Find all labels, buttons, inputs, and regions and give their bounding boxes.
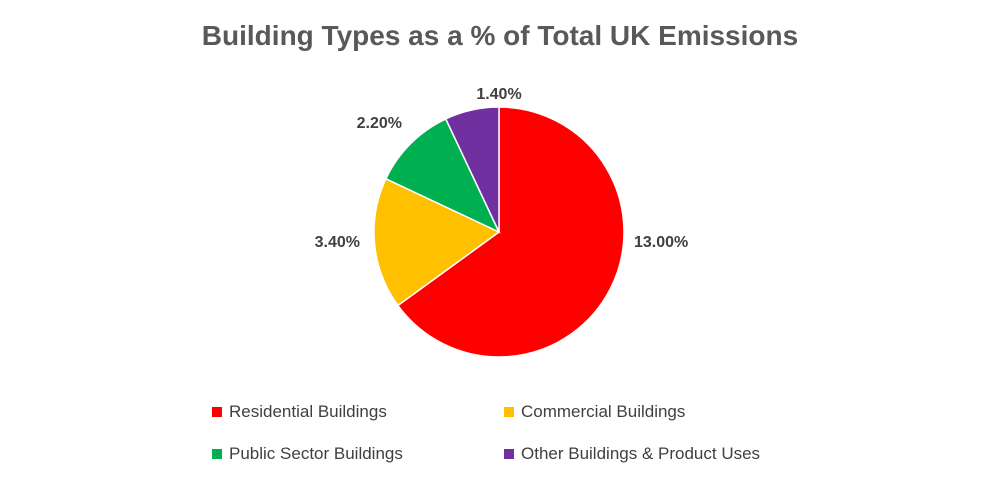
data-label-public-sector: 2.20%	[357, 115, 402, 132]
legend-item-other: Other Buildings & Product Uses	[504, 444, 760, 464]
legend-label-residential: Residential Buildings	[229, 402, 387, 421]
pie-slice-public-sector	[384, 117, 501, 234]
pie-slice-residential	[396, 106, 625, 358]
legend-item-public-sector: Public Sector Buildings	[212, 444, 403, 464]
legend-label-other: Other Buildings & Product Uses	[521, 444, 761, 463]
legend-swatch-commercial	[504, 407, 514, 417]
legend-item-commercial: Commercial Buildings	[504, 402, 685, 422]
data-label-commercial: 3.40%	[315, 234, 360, 251]
data-label-other: 1.40%	[476, 86, 521, 103]
legend-label-public-sector: Public Sector Buildings	[229, 444, 403, 463]
legend-swatch-other	[504, 449, 514, 459]
legend-swatch-public-sector	[212, 449, 222, 459]
legend-swatch-residential	[212, 407, 222, 417]
legend-label-commercial: Commercial Buildings	[521, 402, 686, 421]
pie-slice-commercial	[373, 177, 501, 307]
pie-slice-other	[444, 106, 500, 233]
data-label-residential: 13.00%	[634, 234, 688, 251]
chart-title: Building Types as a % of Total UK Emissi…	[201, 20, 799, 51]
legend-item-residential: Residential Buildings	[212, 402, 387, 422]
